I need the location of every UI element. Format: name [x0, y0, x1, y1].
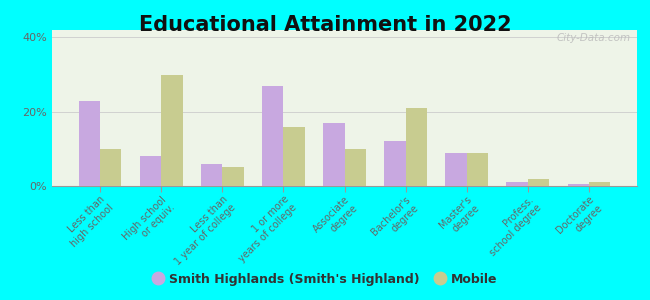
Bar: [100, 149, 122, 186]
Text: City-Data.com: City-Data.com: [557, 33, 631, 43]
Bar: [283, 127, 305, 186]
Bar: [222, 167, 244, 186]
Bar: [344, 149, 366, 186]
Bar: [467, 153, 488, 186]
Text: Educational Attainment in 2022: Educational Attainment in 2022: [138, 15, 512, 35]
Bar: [161, 75, 183, 186]
Bar: [589, 182, 610, 186]
Bar: [323, 123, 345, 186]
Bar: [262, 86, 283, 186]
Bar: [567, 184, 589, 186]
Bar: [528, 178, 549, 186]
Bar: [445, 153, 467, 186]
Bar: [506, 182, 528, 186]
Bar: [384, 141, 406, 186]
Legend: Smith Highlands (Smith's Highland), Mobile: Smith Highlands (Smith's Highland), Mobi…: [148, 268, 502, 291]
Bar: [406, 108, 427, 186]
Bar: [201, 164, 222, 186]
Bar: [79, 100, 100, 186]
Bar: [140, 156, 161, 186]
